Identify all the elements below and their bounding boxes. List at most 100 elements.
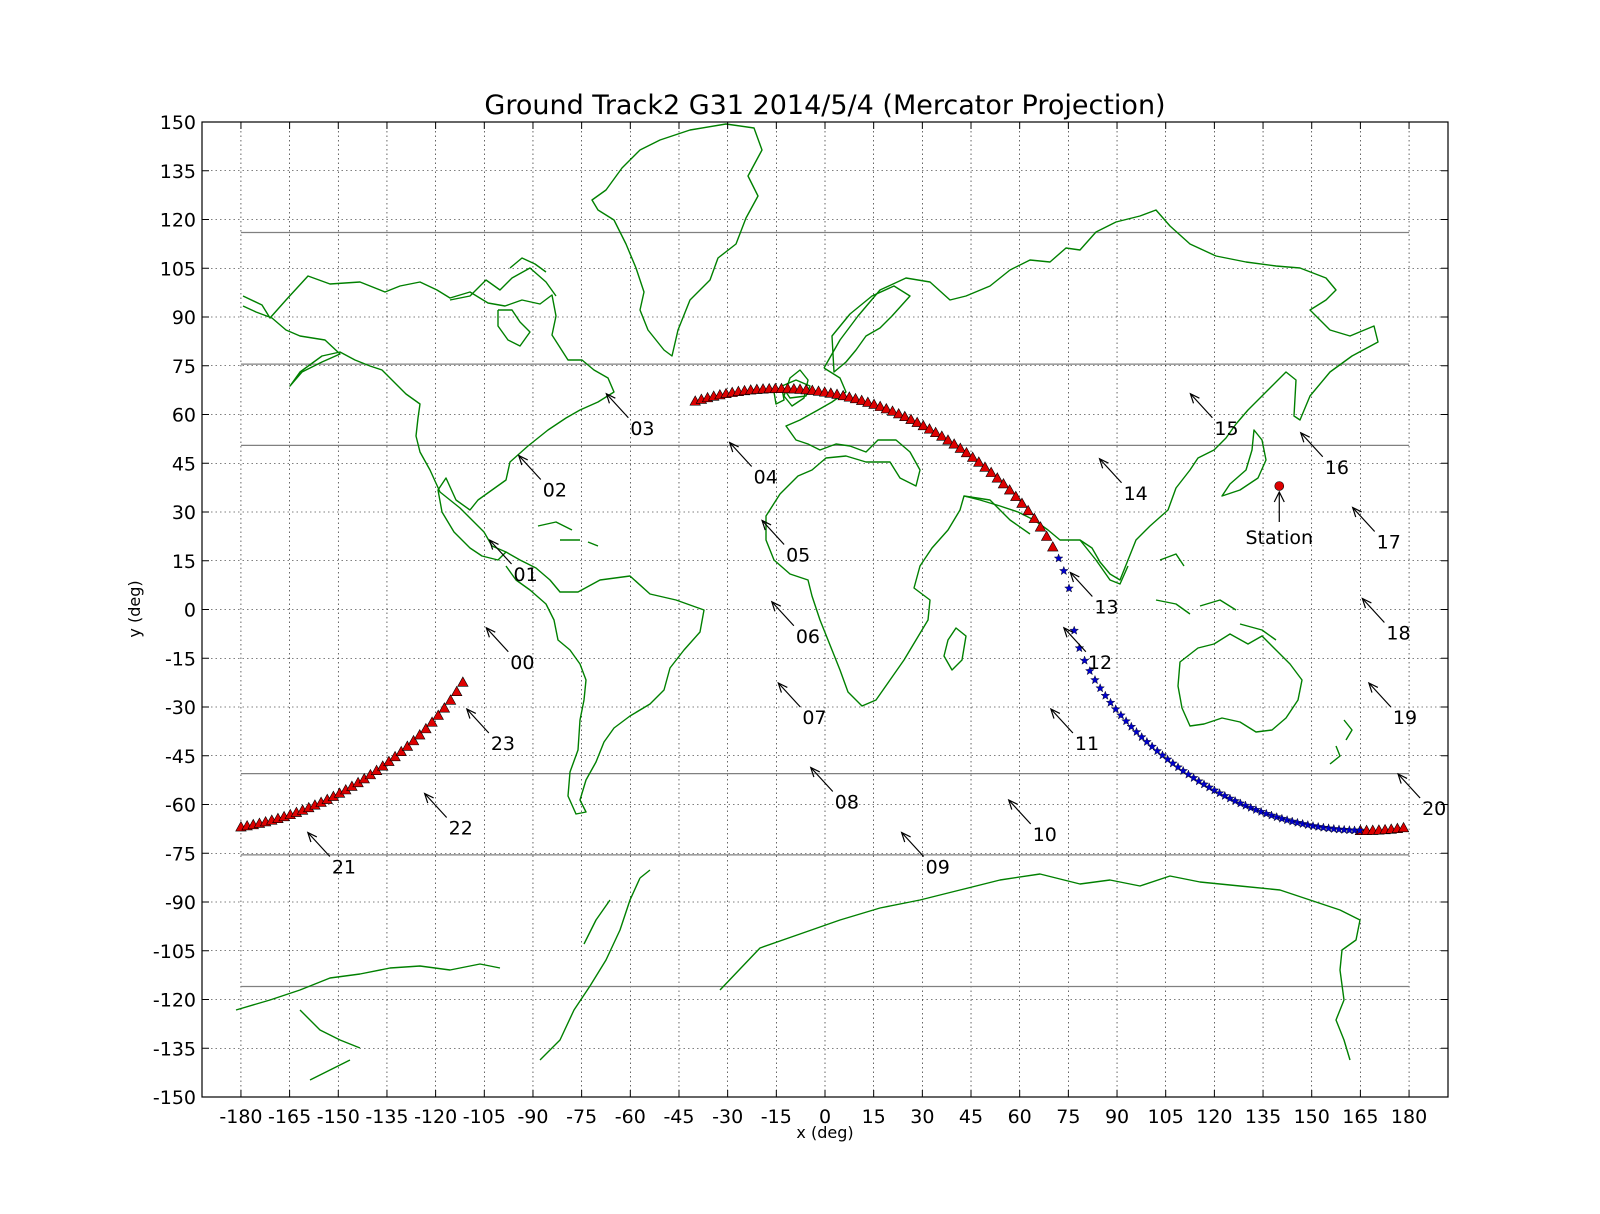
track-point-triangle [1034,521,1047,532]
track-point-triangle [1397,821,1410,833]
track-point-star [1173,762,1183,772]
annotation-arrowhead [728,441,739,453]
track-point-star [1131,726,1142,737]
chart-title: Ground Track2 G31 2014/5/4 (Mercator Pro… [484,90,1165,121]
track-point-star [1219,790,1230,800]
x-tick-label: 165 [1342,1106,1378,1128]
track-point-triangle [960,446,973,458]
track-point-triangle [917,419,930,431]
annotation-arrow [605,393,629,419]
annotation-arrowhead [423,792,434,804]
scandinavia-coastline [831,285,911,373]
track-point-triangle [849,392,862,404]
y-tick-label: -15 [165,648,196,670]
annotation-arrow [1069,572,1093,597]
y-tick-label: 45 [172,453,196,475]
x-axis-label: x (deg) [796,1123,853,1142]
annotation-arrow [1050,708,1074,734]
track-point-triangle [1016,497,1028,508]
annotation-arrow [810,767,834,792]
y-tick-label: -90 [165,892,196,914]
track-point-star [1105,697,1116,707]
y-tick-label: -150 [153,1087,196,1109]
track-point-triangle [886,405,899,416]
track-point-triangle [985,466,997,477]
track-point-star [1147,741,1157,751]
track-point-triangle [426,716,438,727]
annotation-arrow [1368,682,1392,708]
track-point-star [1084,665,1095,676]
track-point-star [1204,782,1215,792]
x-tick-label: 180 [1391,1106,1427,1128]
track-point-triangle [457,676,469,687]
track-time-label: 02 [543,480,567,502]
track-point-star [1110,704,1121,714]
track-time-label: 09 [926,857,950,879]
track-point-star [1162,754,1173,764]
track-point-star [1339,824,1349,834]
annotation-arrow [901,832,925,857]
track-point-star [1214,788,1225,798]
x-tick-label: 0 [819,1106,831,1128]
track-point-star [1313,821,1324,831]
y-axis-ticks: 1501351201059075604530150-15-30-45-60-75… [153,112,1448,1109]
y-tick-label: 60 [172,405,196,427]
annotation-arrowhead [465,707,477,719]
annotation-arrowhead [1069,571,1080,583]
annotation-arrowhead [306,831,318,843]
track-point-triangle [407,734,420,746]
annotation-arrow [485,627,509,653]
north-america-coastline [242,275,615,561]
track-point-triangle [899,410,911,421]
track-point-triangle [1003,484,1016,495]
track-point-triangle [837,389,849,401]
y-axis-label: y (deg) [125,580,144,637]
track-time-label: 06 [796,626,820,648]
track-point-triangle [1047,541,1059,552]
track-point-triangle [420,722,432,734]
track-point-star [1126,721,1137,731]
track-time-label: 17 [1377,532,1401,554]
track-point-triangle [414,729,426,740]
south-america-coastline [505,551,705,815]
track-point-triangle [892,407,905,419]
track-point-triangle [401,740,414,751]
annotation-arrowhead [1189,392,1200,404]
annotation-arrowhead [1367,681,1379,693]
station-label: Station [1245,527,1313,549]
track-point-star [1271,812,1282,822]
track-time-label: 15 [1214,418,1238,440]
antarctica-coastline [235,873,1361,1081]
y-tick-label: 15 [172,551,196,573]
track-point-triangle [1028,512,1040,523]
track-point-triangle [905,413,917,424]
track-point-triangle [880,402,893,414]
track-point-triangle [874,400,886,411]
annotation-arrow [1352,507,1376,532]
track-point-star [1209,785,1220,795]
x-tick-label: 75 [1056,1106,1080,1128]
track-point-star [1090,674,1100,685]
y-tick-label: -30 [165,697,196,719]
track-point-star [1334,824,1344,834]
x-axis-ticks: -180 -165 -150 -135 -120 -105 -90 -75 -60 -45 -30-… [219,122,1427,1128]
x-tick-label: 150 [1294,1106,1330,1128]
y-tick-label: 135 [160,161,196,183]
antarctic-peninsula-coastline [539,869,651,1061]
eurasia-africa-coastline [765,209,1379,707]
annotation-arrowhead [761,519,772,531]
track-time-label: 10 [1033,824,1057,846]
annotation-arrow [489,539,512,565]
track-point-star [1193,776,1204,786]
track-point-triangle [438,702,451,713]
y-tick-label: -60 [165,795,196,817]
track-point-star [1121,716,1131,726]
madagascar-coastline [943,627,967,671]
track-time-label: 03 [630,418,654,440]
annotation-arrow [1099,458,1123,484]
annotation-arrow [1397,773,1421,799]
annotation-arrowhead [485,626,496,638]
track-point-star [1064,583,1074,593]
track-time-label: 16 [1325,457,1349,479]
track-time-label: 18 [1386,623,1410,645]
